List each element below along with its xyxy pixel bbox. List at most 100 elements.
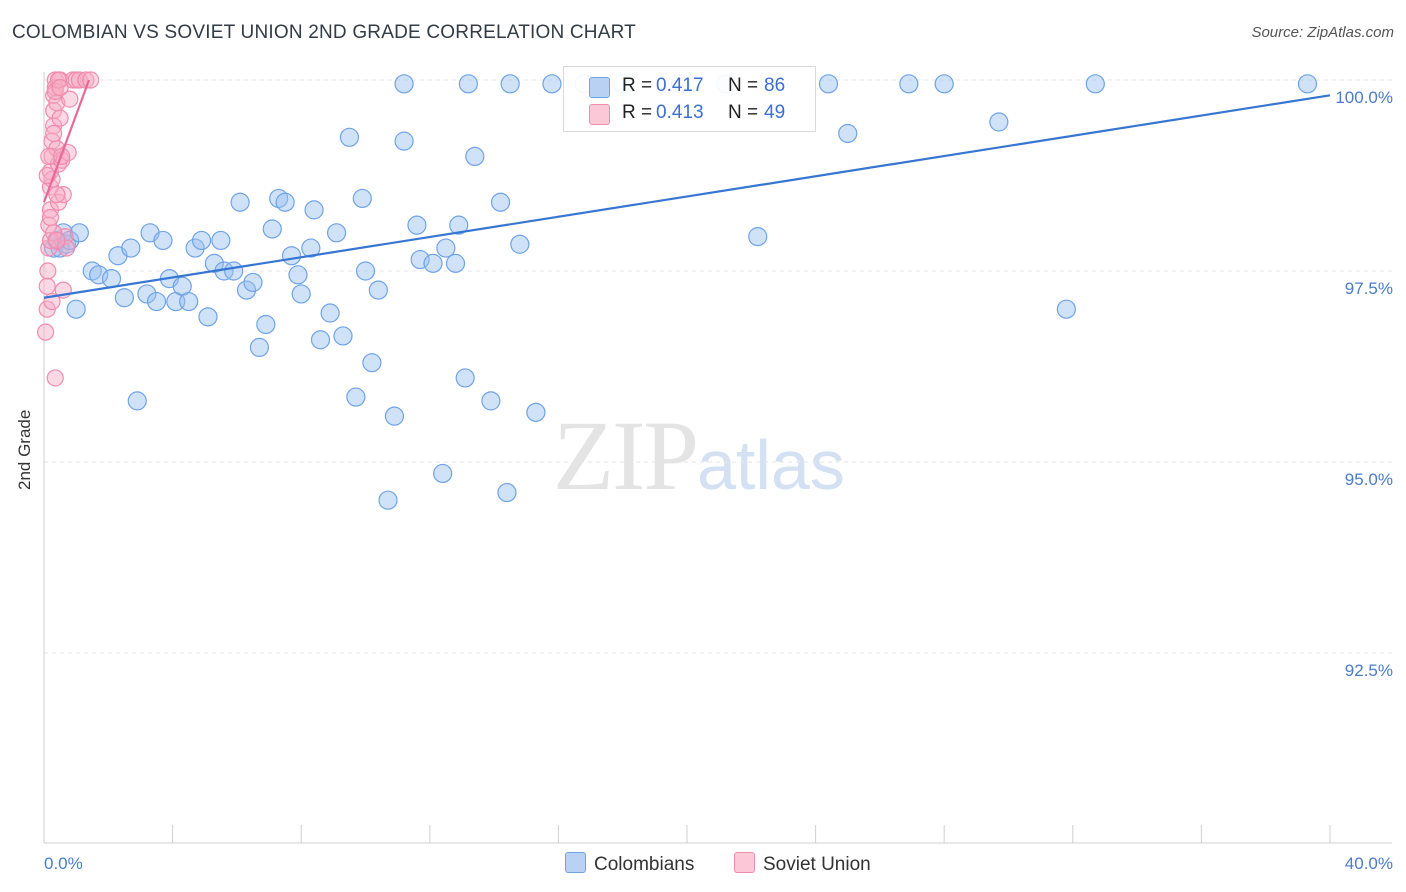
series-colombians — [44, 74, 1318, 510]
point-colombians-58 — [423, 253, 443, 273]
point-soviet-union-46 — [48, 231, 66, 250]
point-colombians-48 — [346, 387, 366, 407]
point-colombians-55 — [394, 131, 414, 151]
point-colombians-25 — [198, 307, 218, 327]
bottom-legend: Colombians Soviet Union — [0, 852, 1406, 878]
chart-title: COLOMBIAN VS SOVIET UNION 2ND GRADE CORR… — [12, 22, 636, 43]
point-colombians-68 — [497, 482, 517, 503]
point-colombians-7 — [66, 299, 86, 319]
watermark-atlas: atlas — [697, 426, 845, 504]
point-colombians-27 — [211, 230, 231, 251]
point-colombians-53 — [378, 490, 398, 510]
point-colombians-37 — [275, 192, 295, 212]
y-tick-label-3: 100.0% — [1335, 88, 1393, 107]
point-colombians-30 — [230, 192, 250, 212]
point-colombians-73 — [542, 74, 562, 94]
bottom-legend-colombians[interactable]: Colombians — [565, 852, 694, 876]
point-colombians-10 — [101, 269, 122, 289]
watermark: ZIPatlas — [553, 398, 845, 513]
point-colombians-45 — [326, 223, 347, 243]
y-tick-label-2: 97.5% — [1345, 279, 1393, 298]
point-colombians-50 — [355, 261, 376, 281]
legend-n-label: N = — [728, 75, 759, 96]
trendline-soviet-union — [42, 79, 91, 203]
point-colombians-41 — [301, 238, 321, 258]
point-colombians-54 — [384, 406, 405, 426]
y-tick-label-0: 92.5% — [1345, 661, 1393, 680]
point-colombians-59 — [433, 463, 453, 484]
series-soviet-union — [37, 71, 100, 387]
point-colombians-83 — [1056, 299, 1076, 319]
point-colombians-42 — [304, 200, 324, 220]
legend-row-colombians: R = 0.417 N = 86 — [564, 75, 815, 101]
point-colombians-63 — [455, 368, 475, 388]
point-colombians-39 — [288, 265, 308, 285]
point-colombians-47 — [339, 127, 360, 147]
point-soviet-union-3 — [39, 262, 57, 280]
point-colombians-71 — [458, 74, 478, 94]
legend-r-label: R = — [622, 102, 653, 123]
point-colombians-6 — [69, 223, 89, 243]
point-colombians-43 — [310, 330, 331, 350]
point-soviet-union-29 — [61, 90, 79, 108]
point-colombians-40 — [291, 284, 311, 304]
point-colombians-72 — [500, 74, 520, 94]
point-soviet-union-48 — [51, 79, 69, 97]
point-colombians-61 — [445, 253, 466, 273]
point-colombians-64 — [465, 146, 485, 166]
point-colombians-46 — [333, 326, 353, 346]
point-colombians-70 — [394, 74, 414, 94]
point-soviet-union-39 — [48, 186, 66, 204]
legend-n-value-soviet-union: 49 — [764, 102, 786, 123]
point-colombians-29 — [224, 261, 244, 281]
legend-n-label: N = — [728, 102, 759, 123]
point-colombians-80 — [899, 74, 919, 94]
point-colombians-38 — [281, 246, 302, 266]
point-colombians-79 — [838, 123, 858, 144]
point-colombians-51 — [362, 353, 382, 373]
point-colombians-15 — [137, 284, 157, 304]
point-colombians-18 — [153, 230, 173, 251]
point-colombians-66 — [490, 192, 511, 212]
point-colombians-44 — [320, 303, 340, 323]
legend-swatch-colombians — [589, 77, 610, 98]
point-colombians-35 — [262, 219, 282, 239]
point-colombians-22 — [179, 291, 199, 312]
point-colombians-69 — [526, 402, 546, 422]
point-soviet-union-34 — [82, 71, 100, 89]
point-colombians-78 — [818, 74, 839, 94]
point-colombians-84 — [1085, 74, 1105, 94]
point-colombians-26 — [204, 253, 224, 273]
legend: R = 0.417 N = 86 R = 0.413 N = 49 — [563, 66, 816, 132]
legend-r-label: R = — [622, 75, 653, 96]
point-soviet-union-25 — [54, 186, 72, 204]
legend-swatch-soviet-union — [589, 104, 610, 125]
point-colombians-9 — [89, 265, 109, 285]
point-colombians-31 — [236, 280, 257, 300]
point-colombians-49 — [352, 188, 372, 209]
bottom-legend-label-soviet-union: Soviet Union — [763, 854, 871, 875]
legend-r-value-soviet-union: 0.413 — [656, 102, 704, 123]
trendline-colombians — [43, 94, 1331, 299]
bottom-legend-soviet-union[interactable]: Soviet Union — [734, 852, 871, 876]
point-soviet-union-35 — [41, 208, 60, 227]
point-soviet-union-37 — [45, 124, 63, 143]
x-tick-label-0: 0.0% — [44, 854, 83, 873]
point-colombians-24 — [191, 230, 212, 251]
legend-r-value-colombians: 0.417 — [656, 75, 704, 96]
point-colombians-23 — [185, 238, 205, 258]
point-colombians-17 — [146, 291, 167, 312]
point-soviet-union-21 — [51, 109, 69, 127]
point-soviet-union-0 — [37, 323, 55, 341]
point-colombians-34 — [256, 314, 276, 335]
point-colombians-12 — [114, 288, 134, 308]
point-colombians-86 — [748, 227, 768, 247]
x-tick-label-1: 40.0% — [1345, 854, 1393, 873]
point-colombians-65 — [481, 391, 501, 411]
point-soviet-union-23 — [46, 369, 64, 387]
point-colombians-62 — [449, 215, 469, 235]
point-colombians-57 — [410, 249, 430, 270]
point-soviet-union-38 — [40, 147, 58, 165]
point-colombians-60 — [436, 238, 456, 258]
bottom-legend-label-colombians: Colombians — [594, 854, 695, 875]
